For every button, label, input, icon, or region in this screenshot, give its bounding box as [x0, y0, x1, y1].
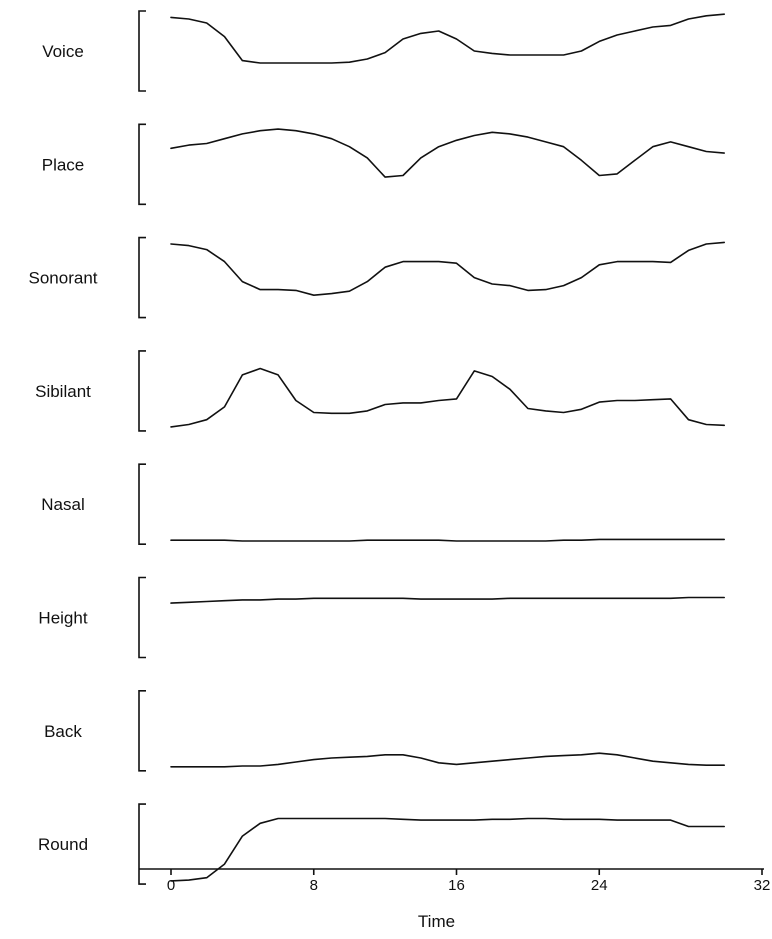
panel-bracket-sibilant — [138, 350, 146, 432]
panel-sonorant: Sonorant — [29, 236, 726, 319]
series-label-back: Back — [44, 722, 82, 741]
panel-place: Place — [42, 123, 726, 206]
panel-bracket-nasal — [138, 463, 146, 545]
feature-panels: Voice Place Sonorant Sibilant Nasal Height Bac… — [29, 10, 726, 885]
x-axis-label: Time — [418, 912, 455, 931]
series-line-nasal — [170, 538, 726, 542]
panel-bracket-place — [138, 123, 146, 206]
series-label-place: Place — [42, 155, 85, 174]
x-tick-label-8: 8 — [310, 877, 318, 894]
series-label-sibilant: Sibilant — [35, 382, 91, 401]
panel-bracket-height — [138, 576, 146, 659]
series-label-height: Height — [38, 609, 87, 628]
panel-height: Height — [38, 576, 726, 659]
panel-bracket-voice — [138, 10, 146, 92]
series-line-voice — [170, 13, 726, 64]
panel-round: Round — [38, 803, 726, 885]
series-label-nasal: Nasal — [41, 495, 84, 514]
panel-voice: Voice — [42, 10, 726, 92]
panel-bracket-sonorant — [138, 236, 146, 319]
series-line-back — [170, 752, 726, 768]
panel-nasal: Nasal — [41, 463, 726, 545]
x-tick-label-32: 32 — [754, 877, 771, 894]
x-tick-label-24: 24 — [591, 877, 608, 894]
panel-back: Back — [44, 690, 726, 772]
series-label-voice: Voice — [42, 42, 84, 61]
panel-sibilant: Sibilant — [35, 350, 726, 432]
x-axis: 0 8 16 24 32 Time — [139, 868, 771, 931]
series-line-sibilant — [170, 367, 726, 428]
series-line-round — [170, 817, 726, 882]
panel-bracket-back — [138, 690, 146, 772]
x-tick-label-16: 16 — [448, 877, 465, 894]
x-tick-label-0: 0 — [167, 877, 175, 894]
series-line-sonorant — [170, 241, 726, 297]
series-label-round: Round — [38, 835, 88, 854]
series-line-place — [170, 128, 726, 178]
panel-bracket-round — [138, 803, 146, 885]
x-axis-ticks: 0 8 16 24 32 — [167, 869, 771, 894]
series-label-sonorant: Sonorant — [29, 269, 98, 288]
series-line-height — [170, 596, 726, 604]
